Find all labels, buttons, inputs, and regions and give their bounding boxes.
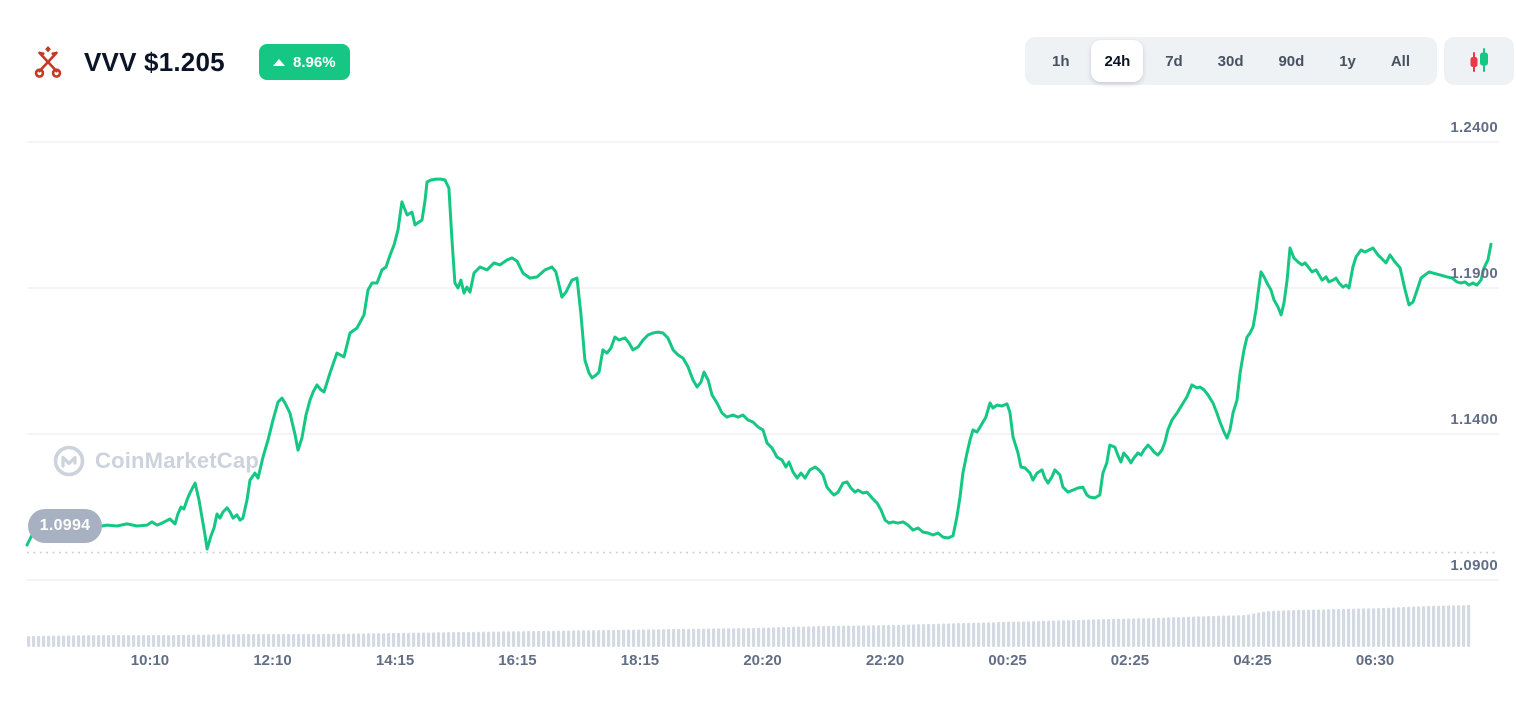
x-axis-time-label: 14:15 [375, 652, 415, 669]
range-button-7d[interactable]: 7d [1165, 52, 1183, 70]
price-line-series [25, 177, 1493, 551]
range-button-1y[interactable]: 1y [1339, 52, 1356, 70]
volume-bars [27, 605, 1471, 647]
range-button-all[interactable]: All [1390, 52, 1410, 70]
x-axis-time-label: 02:25 [1110, 652, 1150, 669]
range-button-1h[interactable]: 1h [1052, 52, 1070, 70]
y-axis-price-label: 1.0900 [1450, 557, 1498, 574]
x-axis-time-label: 18:15 [620, 652, 660, 669]
x-axis-time-label: 12:10 [253, 652, 292, 669]
range-button-90d[interactable]: 90d [1278, 52, 1305, 70]
y-axis-price-label: 1.1900 [1450, 265, 1498, 282]
range-button-24h[interactable]: 24h [1091, 40, 1144, 82]
candlestick-icon [1470, 48, 1488, 72]
price-change-value: 8.96% [293, 53, 336, 71]
time-range-selector: 1h 24h 7d 30d 90d 1y All [1025, 37, 1437, 85]
x-axis-time-label: 16:15 [498, 652, 537, 669]
y-axis-price-label: 1.2400 [1450, 119, 1498, 136]
x-axis-time-label: 00:25 [988, 652, 1027, 669]
y-axis-price-label: 1.1400 [1450, 411, 1498, 428]
x-axis-time-label: 10:10 [130, 652, 170, 669]
candlestick-view-toggle[interactable] [1444, 37, 1514, 85]
open-price-pill: 1.0994 [28, 509, 102, 543]
x-axis-time-label: 20:20 [743, 652, 782, 669]
arrow-up-icon [273, 58, 285, 66]
x-axis-time-label: 06:30 [1355, 652, 1395, 669]
grid-lines [27, 141, 1499, 581]
page-title-price: VVV $1.205 [84, 47, 225, 77]
price-change-badge: 8.96% [259, 44, 350, 80]
range-button-30d[interactable]: 30d [1217, 52, 1244, 70]
x-axis-time-label: 22:20 [865, 652, 905, 669]
vvv-token-logo-icon [34, 46, 62, 78]
x-axis-time-label: 04:25 [1233, 652, 1272, 669]
